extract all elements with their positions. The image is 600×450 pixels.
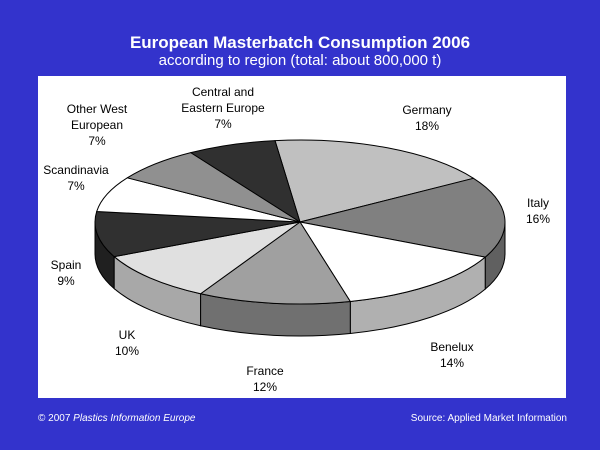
slice-label-line: 7% xyxy=(88,134,106,148)
slice-label-line: 10% xyxy=(115,344,139,358)
slice-label-line: European xyxy=(71,118,123,132)
pie-chart: Germany 18% Italy 16% Benelux 14% France 12% UK 1… xyxy=(43,85,550,394)
pie-slice-8 xyxy=(190,140,301,223)
chart-title: European Masterbatch Consumption 2006 xyxy=(129,33,471,52)
slice-label-line: Central and xyxy=(192,85,254,99)
slice-label-2: Benelux 14% xyxy=(430,340,473,370)
chart-panel: Germany 18% Italy 16% Benelux 14% France 12% UK 1… xyxy=(38,76,566,398)
slice-label-line: 18% xyxy=(415,119,439,133)
pie-slice-2 xyxy=(299,221,486,302)
slice-label-line: Eastern Europe xyxy=(181,101,265,115)
slice-label-0: Germany 18% xyxy=(402,103,451,133)
footer-credit: © 2007 Plastics Information Europe xyxy=(38,413,195,424)
slice-label-line: Spain xyxy=(51,258,82,272)
slice-label-line: 14% xyxy=(440,356,464,370)
slice-label-line: Scandinavia xyxy=(43,163,109,177)
slice-label-5: Spain 9% xyxy=(51,258,82,288)
slice-label-line: 7% xyxy=(214,117,232,131)
pie-slice-3 xyxy=(200,221,351,305)
pie-slice-4 xyxy=(113,221,301,295)
slice-label-line: 16% xyxy=(526,212,550,226)
slice-label-8: Central and Eastern Europe 7% xyxy=(181,85,265,131)
slice-label-1: Italy 16% xyxy=(526,196,550,226)
pie-slice-5 xyxy=(94,210,301,258)
pie-slice-0 xyxy=(274,139,474,223)
slice-label-line: Italy xyxy=(527,196,549,210)
slice-label-line: France xyxy=(246,364,284,378)
chart-subtitle: according to region (total: about 800,00… xyxy=(158,52,442,69)
slice-label-7: Other West European 7% xyxy=(67,102,128,148)
slice-label-3: France 12% xyxy=(246,364,284,394)
slice-label-line: Germany xyxy=(402,103,451,117)
slice-label-line: 9% xyxy=(57,274,75,288)
slice-label-line: Benelux xyxy=(430,340,473,354)
slice-label-line: UK xyxy=(119,328,136,342)
slice-label-line: 7% xyxy=(67,179,85,193)
slice-label-line: 12% xyxy=(253,380,277,394)
copyright-text: © 2007 xyxy=(38,413,74,424)
pie-slice-1 xyxy=(299,177,506,258)
footer-source: Source: Applied Market Information xyxy=(410,413,567,424)
slice-label-line: Other West xyxy=(67,102,128,116)
publisher-text: Plastics Information Europe xyxy=(73,413,196,424)
slice-label-4: UK 10% xyxy=(115,328,139,358)
slice-label-6: Scandinavia 7% xyxy=(43,163,109,193)
